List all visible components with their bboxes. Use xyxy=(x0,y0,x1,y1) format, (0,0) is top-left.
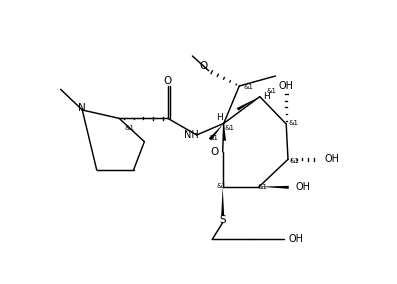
Polygon shape xyxy=(237,97,260,111)
Polygon shape xyxy=(221,187,224,216)
Text: &1: &1 xyxy=(244,84,254,90)
Text: OH: OH xyxy=(296,182,311,192)
Text: O: O xyxy=(199,61,207,71)
Text: H: H xyxy=(264,92,270,101)
Text: &1: &1 xyxy=(216,183,227,189)
Text: NH: NH xyxy=(184,130,198,140)
Text: O: O xyxy=(210,147,218,157)
Text: OH: OH xyxy=(289,234,304,244)
Text: S: S xyxy=(220,215,226,225)
Text: &1: &1 xyxy=(224,125,235,131)
Text: &1: &1 xyxy=(288,120,298,126)
Polygon shape xyxy=(259,186,289,189)
Text: &1: &1 xyxy=(289,158,299,164)
Text: &1: &1 xyxy=(266,88,276,94)
Text: OH: OH xyxy=(325,154,340,164)
Text: OH: OH xyxy=(279,81,294,91)
Text: N: N xyxy=(79,103,86,113)
Text: &1: &1 xyxy=(258,184,268,190)
Text: &1: &1 xyxy=(125,125,135,131)
Text: O: O xyxy=(164,76,172,86)
Text: &1: &1 xyxy=(208,135,218,141)
Polygon shape xyxy=(209,123,224,140)
Text: H: H xyxy=(216,113,222,122)
Polygon shape xyxy=(223,123,226,141)
